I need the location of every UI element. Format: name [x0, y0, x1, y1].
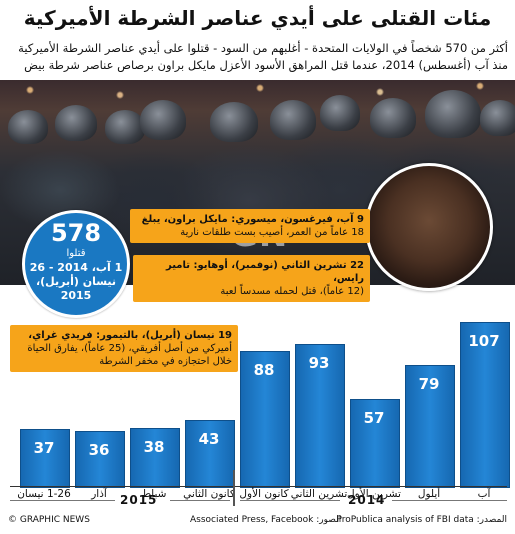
total-count: 578: [50, 219, 102, 247]
category-label: شباط: [141, 488, 167, 500]
bar: [75, 431, 125, 488]
bar: [185, 420, 235, 488]
annotation-baltimore-body: أميركي من أصل أفريقي، (25 عاماً)، يفارق …: [27, 343, 232, 367]
bar-value-label: 43: [198, 430, 220, 448]
photo-sources-text: Associated Press, Facebook: [190, 515, 314, 525]
category-label: كانون الأول: [239, 488, 289, 500]
helmet-shape: [140, 100, 186, 140]
helmet-shape: [105, 110, 145, 144]
page-title: مئات القتلى على أيدي عناصر الشرطة الأمير…: [23, 6, 492, 30]
bar-value-label: 57: [363, 409, 385, 427]
category-label: أيلول: [417, 488, 441, 500]
helmet-shape: [210, 102, 258, 142]
total-label: قتلوا: [66, 248, 86, 259]
subtitle: أكثر من 570 شخصاً في الولايات المتحدة - …: [18, 41, 508, 72]
photo-sources-label: الصور:: [316, 515, 342, 525]
category-label: كانون الثاني: [183, 488, 235, 500]
helmet-shape: [55, 105, 97, 141]
year-label-2014: 2014: [348, 493, 386, 507]
bar-value-label: 93: [308, 354, 330, 372]
annotation-ferguson-head: 9 آب، فيرغسون، ميسوري: مايكل براون، يبلغ: [141, 214, 364, 225]
annotation-baltimore-head: 19 نيسان (أبريل)، بالتيمور: فريدي غراي،: [28, 330, 232, 341]
x-axis: [10, 486, 507, 487]
year-divider: [233, 470, 235, 506]
helmet-shape: [370, 98, 416, 138]
bar: [460, 322, 510, 488]
bar-value-label: 36: [88, 441, 110, 459]
category-label: تشرين الأول: [347, 488, 401, 500]
photo-sources: الصور: Associated Press, Facebook: [190, 515, 341, 525]
category-label: آذار: [91, 488, 107, 500]
helmet-shape: [320, 95, 360, 131]
bar-value-label: 107: [468, 332, 500, 350]
annotation-cleveland-head: 22 تشرين الثاني (نوفمبر)، أوهايو: تامير …: [165, 260, 364, 284]
bar: [350, 399, 400, 488]
bar-value-label: 38: [143, 438, 165, 456]
data-source: المصدر: ProPublica analysis of FBI data: [337, 515, 508, 525]
data-source-label: المصدر:: [476, 515, 507, 525]
helmet-shape: [8, 110, 48, 144]
annotation-cleveland-body: (12 عاماً)، قتل لحمله مسدساً لعبة: [220, 286, 364, 297]
year-label-2015: 2015: [120, 493, 158, 507]
helmet-shape: [425, 90, 481, 138]
bar: [295, 344, 345, 488]
annotation-cleveland: 22 تشرين الثاني (نوفمبر)، أوهايو: تامير …: [133, 255, 370, 302]
monthly-bar-chart: 107 آب 79 أيلول 57 تشرين الأول 93 تشرين الثاني 8…: [0, 300, 515, 500]
bar-value-label: 37: [33, 439, 55, 457]
category-label: 1-26 نيسان: [17, 488, 71, 500]
year-rule-2014-left: [240, 500, 340, 501]
bar: [405, 365, 455, 488]
bar-value-label: 88: [253, 361, 275, 379]
data-source-text: ProPublica analysis of FBI data: [336, 515, 474, 525]
helmet-shape: [270, 100, 316, 140]
category-label: آب: [477, 488, 491, 500]
bar: [20, 429, 70, 488]
date-range: 1 آب، 2014 - 26 نيسان (أبريل)، 2015: [29, 261, 123, 302]
bar-value-label: 79: [418, 375, 440, 393]
year-rule-left: [10, 500, 115, 501]
michael-brown-portrait: [365, 163, 493, 291]
annotation-baltimore: 19 نيسان (أبريل)، بالتيمور: فريدي غراي، …: [10, 325, 238, 372]
category-label: تشرين الثاني: [290, 488, 348, 500]
year-rule-right: [392, 500, 507, 501]
bar: [130, 428, 180, 488]
credit: © GRAPHIC NEWS: [8, 515, 90, 525]
year-rule-2015-right: [170, 500, 230, 501]
total-count-badge: 578 قتلوا 1 آب، 2014 - 26 نيسان (أبريل)،…: [22, 210, 130, 318]
bar: [240, 351, 290, 488]
annotation-ferguson-body: 18 عاماً من العمر، أصيب بست طلقات نارية: [180, 227, 364, 238]
annotation-ferguson: 9 آب، فيرغسون، ميسوري: مايكل براون، يبلغ…: [130, 209, 370, 243]
helmet-shape: [480, 100, 515, 136]
